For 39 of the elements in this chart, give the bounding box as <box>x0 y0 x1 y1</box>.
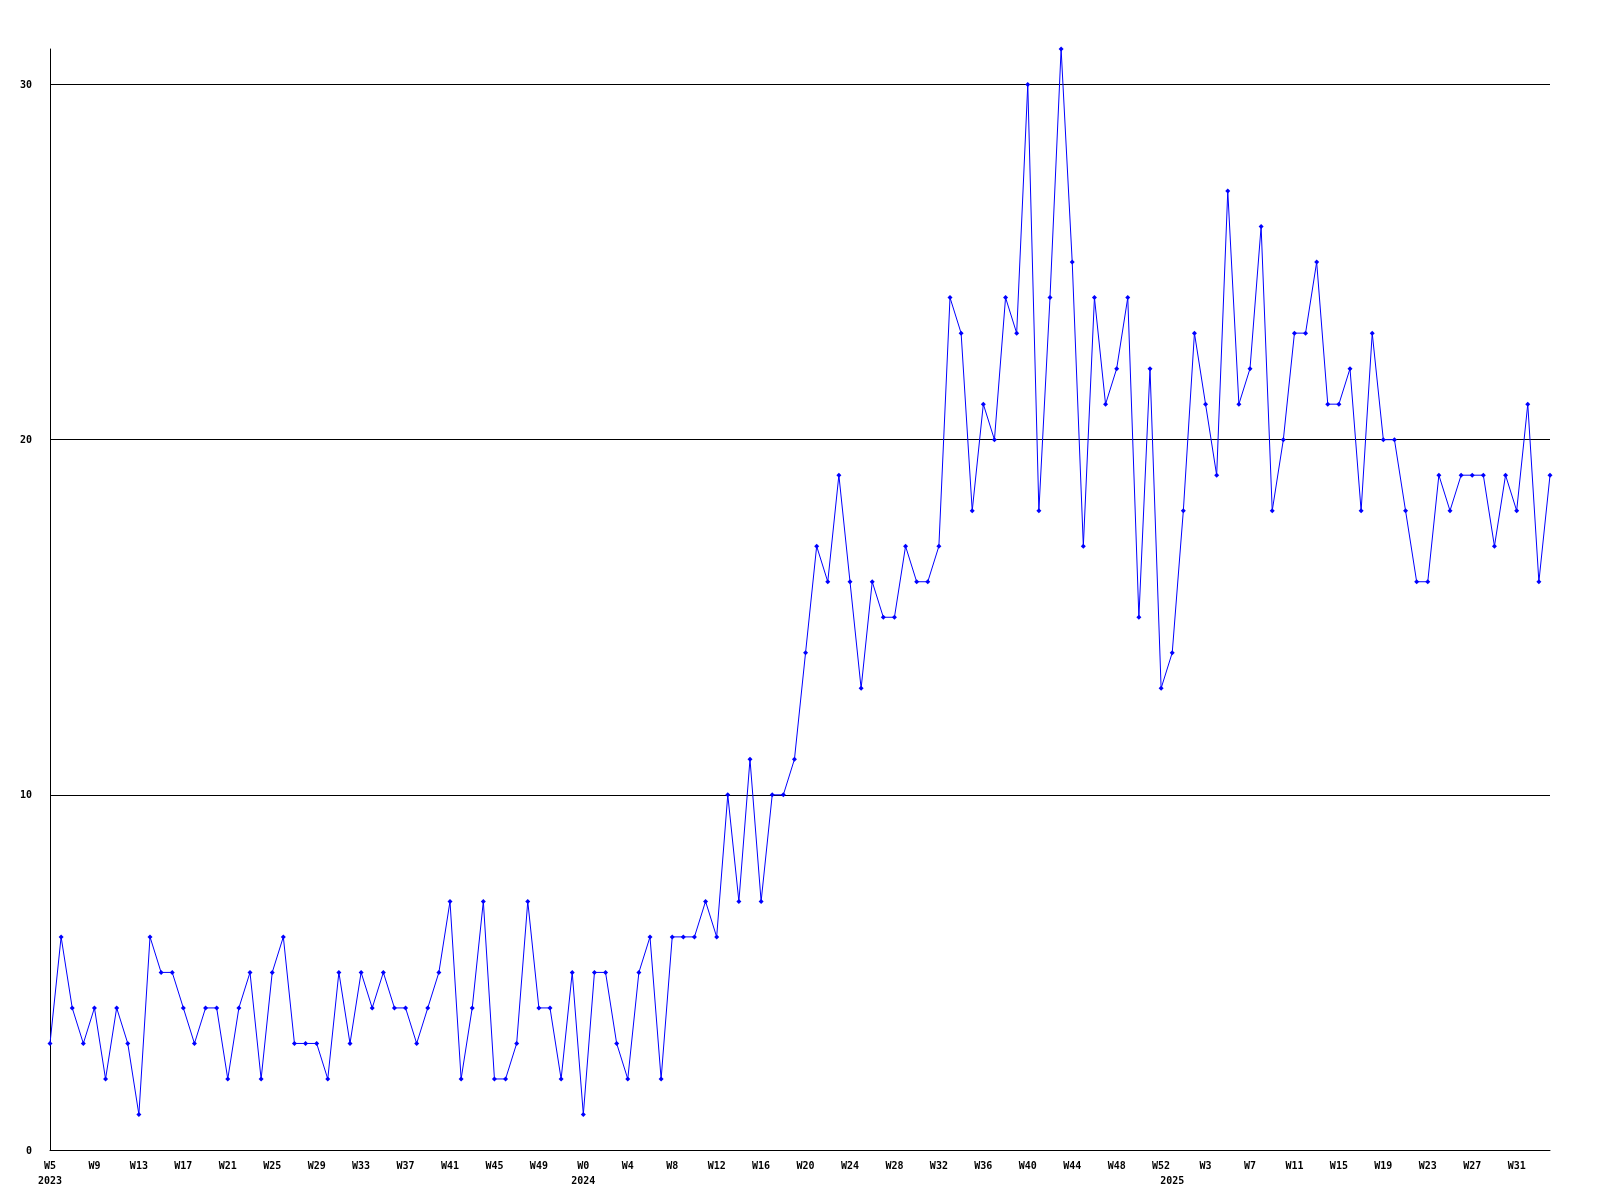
x-tick-label: W21 <box>218 1160 237 1171</box>
x-tick-label: W24 <box>840 1160 860 1171</box>
y-tick-label: 10 <box>19 789 32 801</box>
x-tick-label: W32 <box>929 1160 948 1171</box>
x-tick-label: W36 <box>974 1160 993 1171</box>
x-tick-label: W17 <box>174 1160 193 1171</box>
x-tick-label: W27 <box>1463 1160 1482 1171</box>
x-tick-label: 2025 <box>1160 1175 1185 1186</box>
x-tick-label: W13 <box>129 1160 148 1171</box>
y-tick-label: 0 <box>25 1144 32 1156</box>
y-tick-label: 30 <box>19 79 32 91</box>
x-tick-label: W0 2024 <box>571 1160 596 1186</box>
x-tick-label: W9 <box>88 1160 101 1171</box>
x-tick-label: W16 <box>752 1160 771 1171</box>
x-tick-label: W11 <box>1285 1160 1304 1171</box>
x-tick-label: W4 <box>621 1160 634 1171</box>
y-tick-label: 20 <box>19 434 32 446</box>
x-tick-label: W3 <box>1199 1160 1212 1171</box>
x-tick-label: W31 <box>1507 1160 1526 1171</box>
x-tick-label: W15 <box>1329 1160 1348 1171</box>
x-tick-label: W40 <box>1018 1160 1037 1171</box>
x-tick-label: W44 <box>1063 1160 1082 1171</box>
x-tick-label: W8 <box>666 1160 679 1171</box>
x-tick-label: W49 <box>529 1160 548 1171</box>
x-tick-label: W12 <box>707 1160 726 1171</box>
x-tick-label: W7 <box>1243 1160 1257 1171</box>
x-tick-label: W33 <box>352 1160 371 1171</box>
x-tick-label: W52 <box>1152 1160 1171 1171</box>
x-tick-label: W37 <box>396 1160 415 1171</box>
x-tick-label: W5 2023 <box>37 1160 63 1186</box>
x-tick-label: W45 <box>485 1160 504 1171</box>
x-tick-label: W23 <box>1418 1160 1437 1171</box>
x-tick-label: W20 <box>796 1160 815 1171</box>
x-tick-label: W19 <box>1374 1160 1393 1171</box>
x-tick-label: W29 <box>307 1160 326 1171</box>
x-tick-label: W48 <box>1107 1160 1126 1171</box>
x-tick-label: W25 <box>263 1160 282 1171</box>
x-tick-label: W41 <box>440 1160 460 1171</box>
x-tick-label: W28 <box>885 1160 904 1171</box>
